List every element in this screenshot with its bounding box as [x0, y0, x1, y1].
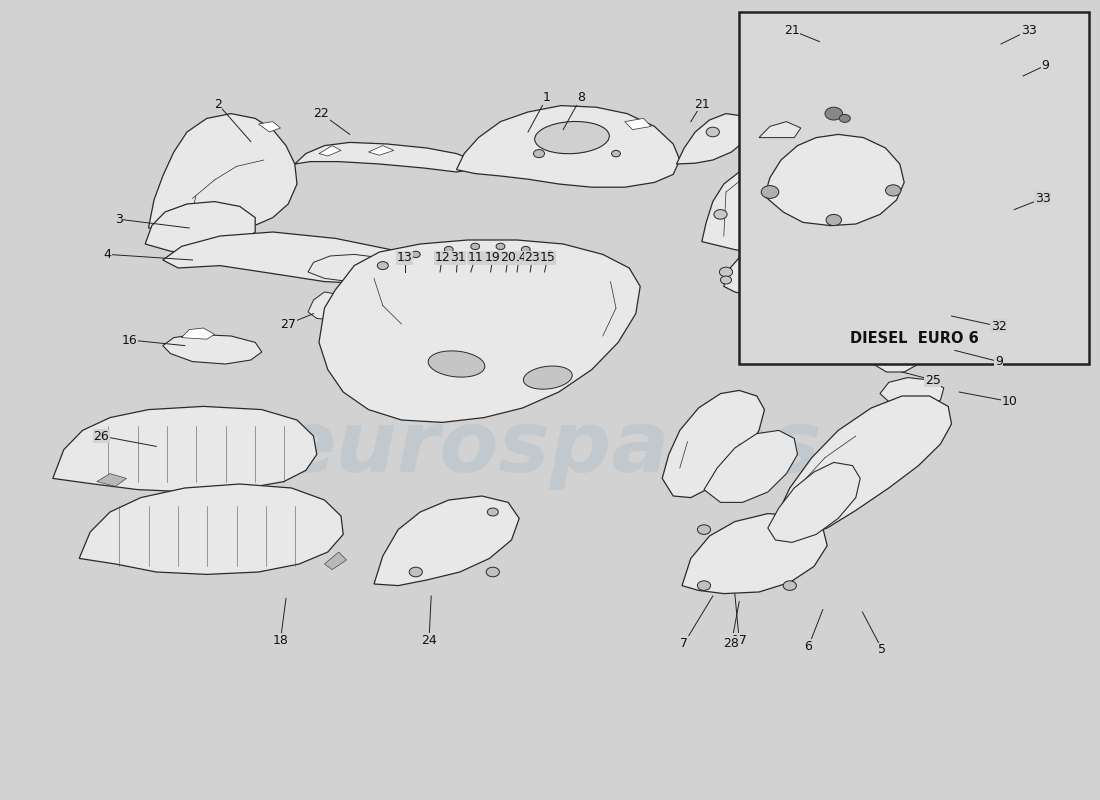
- Text: 4: 4: [103, 248, 112, 261]
- Text: 22: 22: [314, 107, 329, 120]
- Circle shape: [720, 276, 732, 284]
- Polygon shape: [163, 334, 262, 364]
- Polygon shape: [368, 146, 394, 155]
- Polygon shape: [764, 134, 904, 226]
- Text: 8: 8: [576, 91, 585, 104]
- Text: 10: 10: [1002, 395, 1018, 408]
- Polygon shape: [319, 146, 341, 156]
- Text: 32: 32: [991, 320, 1006, 333]
- Text: 25: 25: [925, 374, 940, 386]
- Circle shape: [486, 567, 499, 577]
- Circle shape: [534, 150, 544, 158]
- Circle shape: [826, 214, 842, 226]
- Polygon shape: [704, 430, 798, 502]
- Polygon shape: [53, 406, 317, 492]
- Text: eurospares: eurospares: [277, 406, 823, 490]
- Polygon shape: [79, 484, 343, 574]
- Text: 28: 28: [724, 637, 739, 650]
- Polygon shape: [145, 202, 255, 254]
- Text: 16: 16: [122, 334, 138, 346]
- Text: 24: 24: [421, 634, 437, 646]
- Text: 26: 26: [94, 430, 109, 442]
- Polygon shape: [182, 328, 214, 339]
- Text: 20: 20: [500, 251, 516, 264]
- Text: 3: 3: [114, 213, 123, 226]
- Circle shape: [496, 243, 505, 250]
- Circle shape: [411, 251, 420, 258]
- Polygon shape: [702, 162, 856, 256]
- Polygon shape: [258, 122, 280, 132]
- Text: DIESEL  EURO 6: DIESEL EURO 6: [849, 331, 979, 346]
- Text: 15: 15: [540, 251, 556, 264]
- Text: 9: 9: [994, 355, 1003, 368]
- Circle shape: [839, 114, 850, 122]
- Text: 6: 6: [804, 640, 813, 653]
- Text: 33: 33: [1035, 192, 1050, 205]
- Text: 7: 7: [680, 637, 689, 650]
- Text: 1: 1: [542, 91, 551, 104]
- Polygon shape: [324, 552, 346, 570]
- Circle shape: [444, 246, 453, 253]
- Polygon shape: [662, 390, 764, 498]
- Text: 2: 2: [213, 98, 222, 110]
- Text: 33: 33: [1021, 24, 1036, 37]
- Polygon shape: [308, 254, 398, 282]
- Polygon shape: [328, 318, 361, 346]
- Circle shape: [783, 581, 796, 590]
- Polygon shape: [308, 292, 350, 320]
- Circle shape: [409, 567, 422, 577]
- Circle shape: [706, 127, 719, 137]
- Text: 11: 11: [468, 251, 483, 264]
- Text: 17: 17: [732, 634, 747, 646]
- Ellipse shape: [428, 351, 485, 377]
- Text: 31: 31: [450, 251, 465, 264]
- Circle shape: [838, 210, 851, 219]
- Polygon shape: [295, 142, 473, 172]
- Polygon shape: [682, 514, 827, 594]
- Text: 21: 21: [694, 98, 710, 110]
- Circle shape: [719, 267, 733, 277]
- Circle shape: [761, 186, 779, 198]
- Polygon shape: [724, 244, 845, 300]
- FancyBboxPatch shape: [739, 12, 1089, 364]
- Text: 18: 18: [273, 634, 288, 646]
- Polygon shape: [456, 106, 680, 187]
- Ellipse shape: [524, 366, 572, 389]
- Text: 5: 5: [878, 643, 887, 656]
- Text: 19: 19: [485, 251, 501, 264]
- Text: 13: 13: [397, 251, 412, 264]
- Circle shape: [777, 242, 790, 251]
- Text: 23: 23: [525, 251, 540, 264]
- Polygon shape: [880, 378, 944, 408]
- Text: 14: 14: [512, 251, 527, 264]
- Polygon shape: [374, 496, 519, 586]
- Polygon shape: [319, 240, 640, 422]
- Polygon shape: [776, 396, 952, 538]
- Polygon shape: [869, 344, 922, 372]
- Circle shape: [377, 262, 388, 270]
- Circle shape: [471, 243, 480, 250]
- Polygon shape: [97, 474, 126, 486]
- Polygon shape: [625, 118, 651, 130]
- Circle shape: [886, 185, 901, 196]
- Circle shape: [825, 107, 843, 120]
- Ellipse shape: [535, 122, 609, 154]
- Text: 21: 21: [784, 24, 800, 37]
- Circle shape: [546, 251, 554, 258]
- Circle shape: [521, 246, 530, 253]
- Polygon shape: [163, 232, 412, 284]
- Polygon shape: [148, 114, 297, 232]
- Circle shape: [697, 525, 711, 534]
- Text: 12: 12: [434, 251, 450, 264]
- Polygon shape: [768, 462, 860, 542]
- Polygon shape: [676, 114, 750, 164]
- Polygon shape: [759, 122, 801, 138]
- Circle shape: [714, 210, 727, 219]
- Circle shape: [697, 581, 711, 590]
- Text: 27: 27: [280, 318, 296, 330]
- Circle shape: [612, 150, 620, 157]
- Circle shape: [487, 508, 498, 516]
- Text: 9: 9: [1041, 59, 1049, 72]
